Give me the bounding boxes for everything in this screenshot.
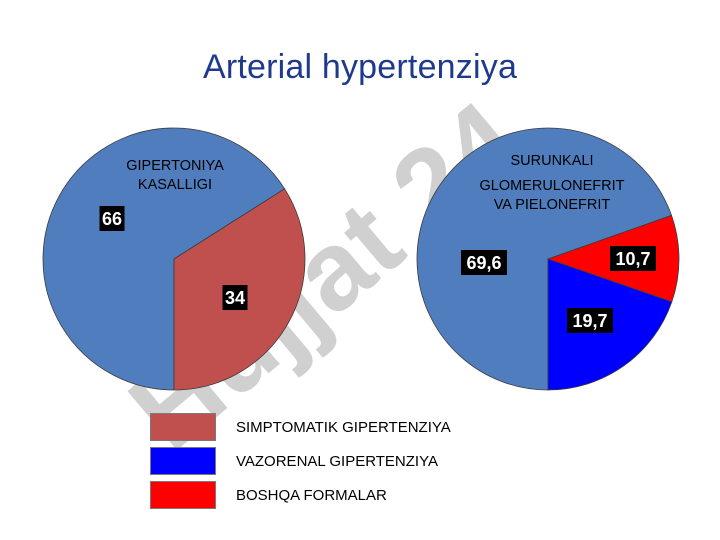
data-label-34: 34 — [225, 288, 245, 308]
category-label-line: SURUNKALI — [511, 153, 594, 169]
legend-item: VAZORENAL GIPERTENZIYA — [150, 444, 451, 478]
legend: SIMPTOMATIK GIPERTENZIYA VAZORENAL GIPER… — [150, 410, 451, 512]
legend-label: VAZORENAL GIPERTENZIYA — [236, 452, 438, 470]
category-label-line: GIPERTONIYA — [126, 158, 224, 174]
category-label-line: VA PIELONEFRIT — [494, 197, 611, 213]
legend-label: SIMPTOMATIK GIPERTENZIYA — [236, 418, 451, 436]
legend-label: BOSHQA FORMALAR — [236, 486, 387, 504]
legend-item: BOSHQA FORMALAR — [150, 478, 451, 512]
data-label-box — [222, 285, 248, 310]
pie-slice-surunkali-glomerulonefrit — [416, 127, 673, 391]
pie-slice-gipertoniya-kasalligi — [42, 127, 286, 391]
category-label-line: GLOMERULONEFRIT — [479, 178, 624, 194]
data-label-box — [461, 250, 507, 275]
category-label-line: KASALLIGI — [138, 177, 212, 193]
legend-item: SIMPTOMATIK GIPERTENZIYA — [150, 410, 451, 444]
data-label-box — [610, 246, 656, 271]
data-label-66: 66 — [102, 209, 122, 229]
slide-title: Arterial hypertenziya — [202, 48, 518, 86]
data-label-69-6: 69,6 — [466, 253, 501, 273]
data-label-19-7: 19,7 — [572, 311, 607, 331]
legend-swatch-vazorenal — [150, 447, 216, 475]
pie-chart-right: SURUNKALI GLOMERULONEFRIT VA PIELONEFRIT… — [416, 127, 680, 391]
data-label-box — [567, 308, 613, 333]
legend-swatch-simptomatik — [150, 413, 216, 441]
legend-swatch-boshqa — [150, 481, 216, 509]
data-label-10-7: 10,7 — [615, 249, 650, 269]
data-label-box — [99, 206, 125, 231]
pie-chart-left: GIPERTONIYA KASALLIGI 66 34 — [42, 127, 306, 391]
